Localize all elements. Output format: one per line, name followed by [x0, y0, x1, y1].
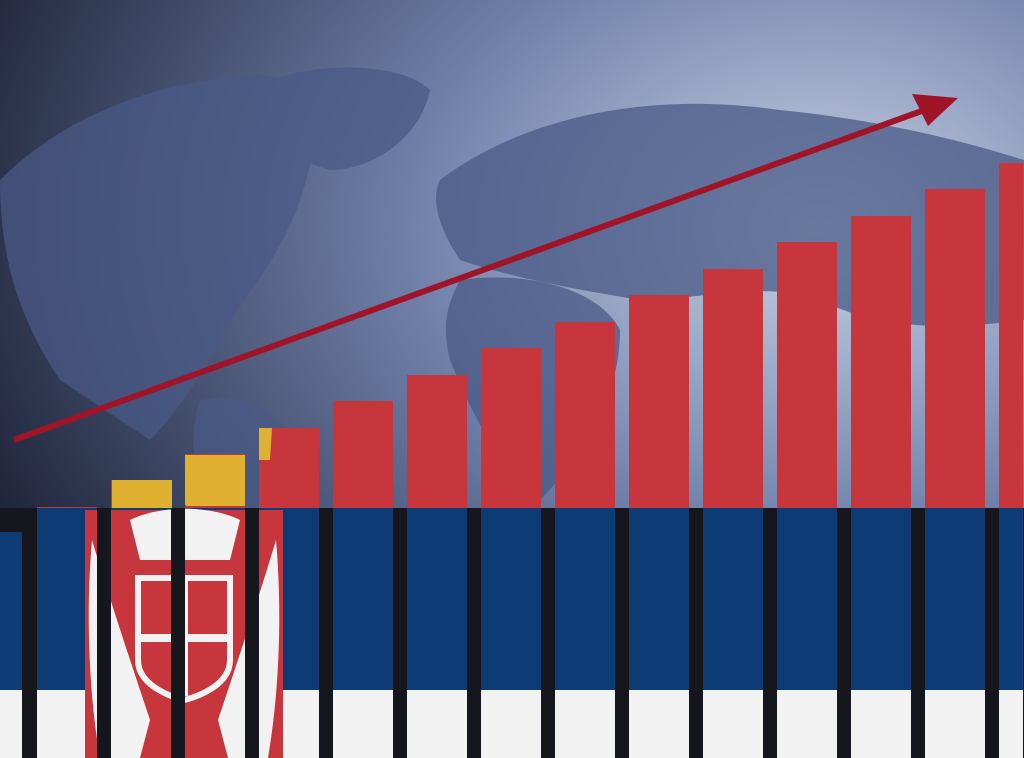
flag-bar	[703, 269, 763, 758]
map-greenland	[250, 67, 430, 170]
trend-arrow-icon	[12, 94, 958, 443]
map-north-america	[0, 75, 315, 440]
crown-right	[186, 455, 245, 506]
bar-white-stripe	[333, 690, 393, 758]
bar-red-stripe	[629, 295, 689, 508]
bar-white-stripe	[629, 690, 689, 758]
bar-blue-stripe	[555, 508, 615, 690]
bar-red-stripe	[777, 242, 837, 508]
bar-blue-stripe	[777, 508, 837, 690]
flag-bar	[0, 532, 22, 758]
flag-bar	[999, 163, 1023, 758]
bar-red-stripe	[407, 375, 467, 508]
bar-white-stripe	[555, 690, 615, 758]
bar-blue-stripe	[925, 508, 985, 690]
bar-blue-stripe	[703, 508, 763, 690]
flag-bar	[555, 322, 615, 758]
bar-white-stripe	[925, 690, 985, 758]
flag-bar	[925, 189, 985, 758]
flag-bar	[851, 216, 911, 758]
bar-white-stripe	[407, 690, 467, 758]
bar-red-stripe	[37, 507, 97, 508]
flag-bar	[777, 242, 837, 758]
bar-blue-stripe	[481, 508, 541, 690]
bar-red-stripe	[333, 401, 393, 508]
bar-blue-stripe	[629, 508, 689, 690]
bar-white-stripe	[777, 690, 837, 758]
crown-edge	[259, 428, 272, 460]
bar-red-stripe	[481, 348, 541, 508]
bar-white-stripe	[851, 690, 911, 758]
flag-bar	[333, 401, 393, 758]
bar-white-stripe	[703, 690, 763, 758]
bar-blue-stripe	[851, 508, 911, 690]
eagle-heads	[130, 508, 240, 560]
bar-red-stripe	[851, 216, 911, 508]
bar-blue-stripe	[0, 532, 22, 690]
crown-left	[112, 480, 172, 508]
flag-bar	[407, 375, 467, 758]
bar-white-stripe	[0, 690, 22, 758]
bar-red-stripe	[703, 269, 763, 508]
flag-bar	[481, 348, 541, 758]
bar-white-stripe	[999, 690, 1023, 758]
bar-blue-stripe	[407, 508, 467, 690]
bar-red-stripe	[999, 163, 1023, 508]
bar-red-stripe	[555, 322, 615, 508]
bar-red-stripe	[925, 189, 985, 508]
bar-blue-stripe	[333, 508, 393, 690]
bar-white-stripe	[481, 690, 541, 758]
bar-blue-stripe	[999, 508, 1023, 690]
flag-bar	[629, 295, 689, 758]
